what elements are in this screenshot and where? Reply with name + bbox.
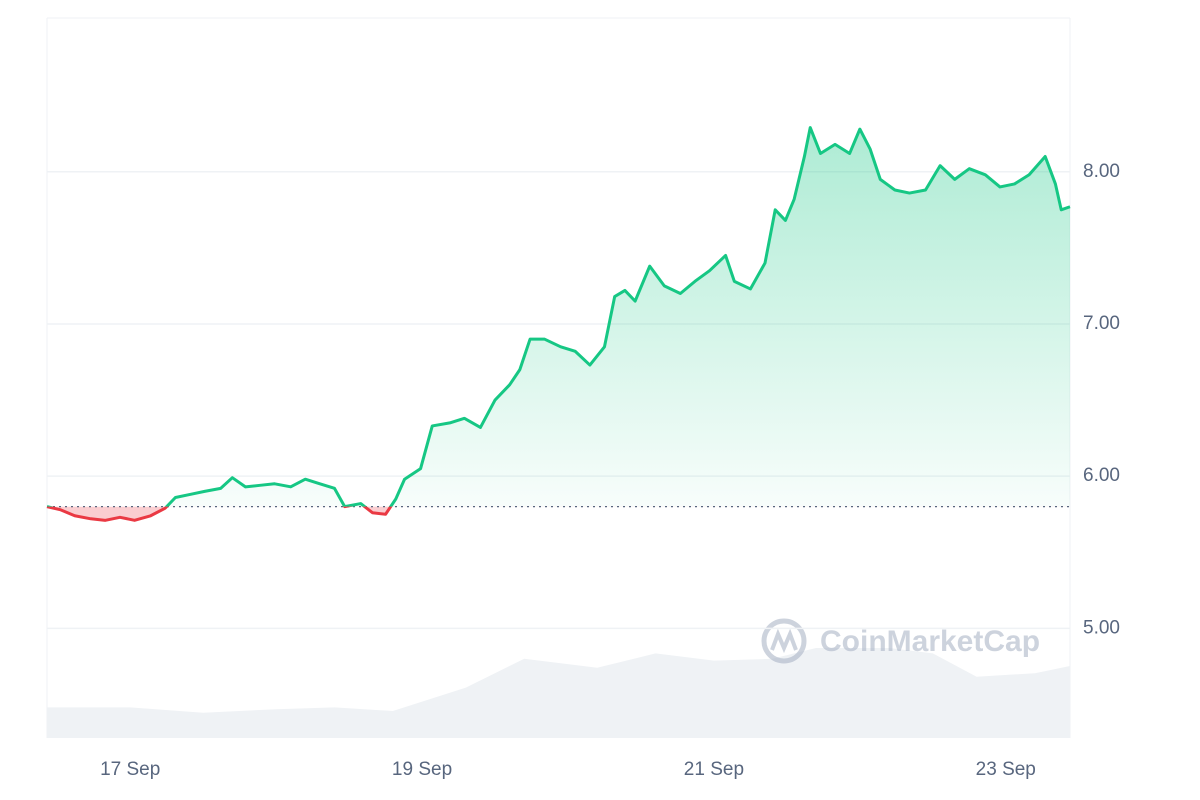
y-tick-label: 6.00: [1083, 465, 1120, 486]
x-tick-label: 19 Sep: [392, 759, 452, 780]
watermark: CoinMarketCap: [761, 618, 1040, 664]
watermark-text: CoinMarketCap: [820, 625, 1040, 658]
x-tick-label: 17 Sep: [100, 759, 160, 780]
area-up: [166, 127, 1070, 507]
area-down: [47, 506, 1070, 521]
y-tick-label: 8.00: [1083, 161, 1120, 182]
volume-area: [47, 648, 1070, 738]
x-tick-label: 23 Sep: [976, 759, 1036, 780]
y-tick-label: 5.00: [1083, 617, 1120, 638]
x-tick-label: 21 Sep: [684, 759, 744, 780]
price-line-up: [47, 126, 1071, 507]
y-tick-label: 7.00: [1083, 313, 1120, 334]
